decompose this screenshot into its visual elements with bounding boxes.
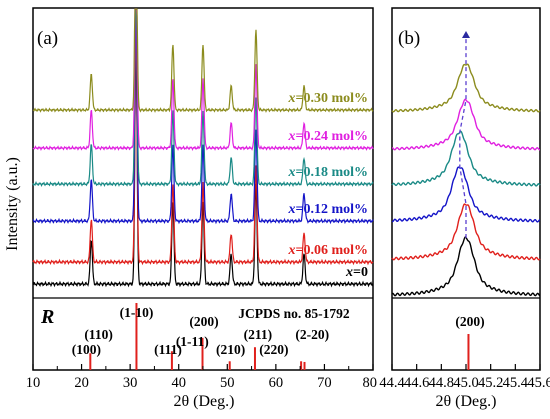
reference-peak-label: (100) xyxy=(72,342,101,357)
panel-a-reference-labels: (100)(110) (1-10) (111)(1-11) (200) (210)(21… xyxy=(72,305,329,357)
y-axis-title: Intensity (a.u.) xyxy=(4,157,21,251)
panel-a-tick-label: 40 xyxy=(171,375,186,391)
panel-b-pattern-4 xyxy=(392,98,540,151)
panel-a-tick-label: 80 xyxy=(363,375,378,391)
panel-b-tick-label: 44.6 xyxy=(404,375,429,391)
panel-a-reference-lines xyxy=(89,303,306,370)
series-label: x=0.12 mol% xyxy=(287,202,368,217)
reference-peak-label: (110) xyxy=(84,327,113,342)
xrd-pattern-5 xyxy=(32,8,374,113)
panel-b-tick-label: 44.8 xyxy=(429,375,454,391)
panel-a-tick-label: 10 xyxy=(26,375,41,391)
series-label: x=0.24 mol% xyxy=(287,129,368,144)
trend-arrow-icon xyxy=(462,31,470,38)
reference-peak-label: (2-20) xyxy=(295,327,329,342)
panel-b-tick-label: 44.4 xyxy=(379,375,405,391)
xrd-pattern-4 xyxy=(32,8,374,152)
reference-peak-label: (111) xyxy=(154,342,182,357)
panel-b-pattern-3 xyxy=(391,130,541,187)
panel-b-pattern-2 xyxy=(391,166,541,223)
panel-a-x-axis-title: 2θ (Deg.) xyxy=(174,393,235,410)
reference-peak-label: (210) xyxy=(216,342,245,357)
reference-peak-label: (211) xyxy=(244,327,273,342)
peak-shift-trend-line xyxy=(459,34,467,238)
xrd-pattern-2 xyxy=(32,8,374,225)
panel-b-tick-label: 45.2 xyxy=(478,375,503,391)
panel-b-tick-label: 45.6 xyxy=(527,375,550,391)
panel-a-tick-label: 70 xyxy=(317,375,332,391)
xrd-pattern-3 xyxy=(32,8,374,188)
panel-b-x-axis-title: 2θ (Deg.) xyxy=(436,393,497,410)
series-label: x=0.30 mol% xyxy=(287,91,368,106)
reference-peak-label: (200) xyxy=(189,314,218,329)
panel-a-label: (a) xyxy=(37,28,58,49)
panel-a-tick-label: 30 xyxy=(123,375,138,391)
panel-a-series-labels: x=0 x=0.06 mol% x=0.12 mol% x=0.18 mol% x=0.… xyxy=(287,91,368,280)
panel-a-tick-label: 20 xyxy=(74,375,89,391)
panel-b-tick-label: 45.4 xyxy=(503,375,529,391)
panel-a-patterns xyxy=(32,8,374,288)
series-label: x=0 xyxy=(345,265,368,280)
panel-a-tick-label: 50 xyxy=(220,375,235,391)
panel-b-label: (b) xyxy=(398,28,420,49)
series-label: x=0.18 mol% xyxy=(287,165,368,180)
reference-peak-label: (220) xyxy=(259,342,288,357)
reference-peak-label: (1-10) xyxy=(120,305,154,320)
panel-b-peak-trend xyxy=(459,31,470,238)
xrd-pattern-0 xyxy=(32,34,374,288)
reference-title: JCPDS no. 85-1792 xyxy=(238,306,350,321)
panel-b-pattern-0 xyxy=(391,236,541,297)
panel-b-reference-label: (200) xyxy=(455,314,484,329)
series-label: x=0.06 mol% xyxy=(287,243,368,258)
panel-b-x-ticks: 44.4 44.6 44.8 45.0 45.2 45.4 45.6 xyxy=(379,364,550,391)
panel-a-x-ticks: 10 20 30 40 50 60 70 80 xyxy=(26,364,377,391)
panel-b-tick-label: 45.0 xyxy=(453,375,478,391)
xrd-pattern-1 xyxy=(32,24,374,266)
panel-a-tick-label: 60 xyxy=(269,375,284,391)
panel-b-pattern-1 xyxy=(391,203,541,261)
reference-marker-r: R xyxy=(40,306,54,328)
reference-peak-label: (1-11) xyxy=(176,334,209,349)
panel-b-pattern-5 xyxy=(391,63,541,113)
